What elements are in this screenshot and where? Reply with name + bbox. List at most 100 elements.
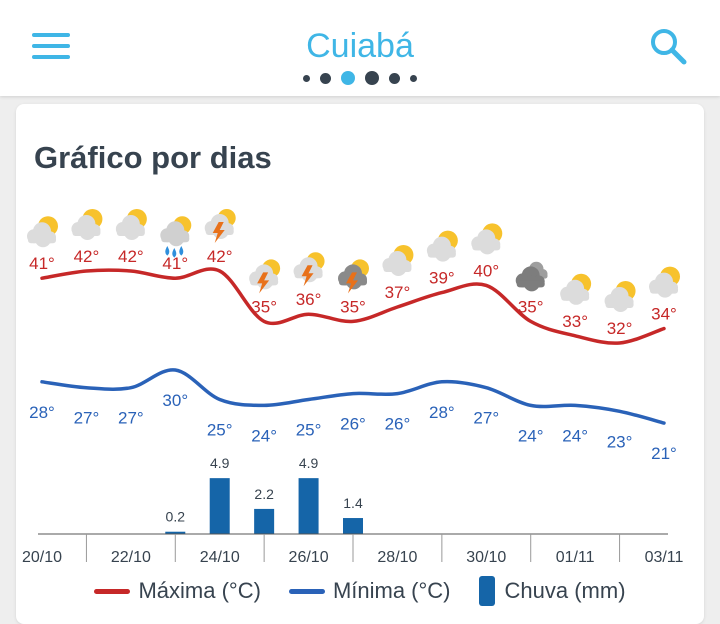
min-temp-label: 25° [207, 421, 233, 440]
hamburger-menu-icon[interactable] [32, 31, 70, 61]
x-tick-label: 03/11 [645, 549, 684, 566]
rain-value-label: 1.4 [343, 495, 363, 511]
max-temp-label: 35° [518, 297, 544, 316]
max-temp-line [40, 267, 666, 345]
x-tick-label: 01/11 [556, 549, 595, 566]
cloud-base [650, 286, 678, 294]
max-temp-label: 42° [74, 247, 100, 266]
page-dot[interactable] [365, 71, 379, 85]
max-temp-label: 37° [385, 283, 411, 302]
thunderstorm-icon [204, 209, 236, 243]
min-temp-label: 27° [74, 409, 100, 428]
partly-cloudy-icon [604, 281, 636, 312]
legend-label: Mínima (°C) [332, 578, 451, 603]
min-temp-label: 23° [607, 432, 633, 451]
overcast-icon [515, 261, 548, 292]
min-temp-label: 24° [562, 426, 588, 445]
min-temp-label: 28° [29, 403, 55, 422]
rain-icon [160, 216, 192, 258]
max-temp-label: 35° [251, 297, 277, 316]
cloud-base [116, 229, 145, 236]
rain-drop [165, 245, 170, 256]
lightning-bolt [257, 272, 270, 294]
legend-line-swatch [94, 588, 131, 594]
page-indicator [0, 71, 720, 87]
min-temp-label: 25° [296, 421, 322, 440]
max-temp-label: 34° [651, 305, 677, 324]
chart-legend: Máxima (°C) Mínima (°C) Chuva (mm) [16, 576, 704, 610]
x-tick-label: 30/10 [466, 549, 506, 566]
rain-bar [165, 531, 186, 534]
cloud-base [28, 236, 56, 244]
max-temp-label: 39° [429, 269, 455, 288]
max-temp-label: 40° [473, 261, 499, 280]
cloud-base [516, 280, 545, 288]
cloud-base [427, 250, 456, 258]
app-header: Cuiabá [0, 0, 720, 96]
cloud-base [605, 301, 634, 308]
x-tick-label: 26/10 [289, 549, 329, 566]
page-dot[interactable] [389, 72, 400, 84]
legend-label: Chuva (mm) [504, 578, 626, 603]
lightning-bolt [346, 272, 358, 294]
x-tick-label: 22/10 [111, 549, 151, 566]
rain-value-label: 2.2 [254, 486, 274, 502]
partly-cloudy-icon [71, 209, 103, 240]
page-dot[interactable] [410, 74, 417, 82]
thunderstorm-icon [249, 259, 281, 294]
legend-label: Máxima (°C) [138, 578, 261, 603]
card-title: Gráfico por dias [34, 140, 272, 175]
rain-bar [209, 478, 230, 534]
rain-value-label: 4.9 [299, 455, 319, 471]
partly-cloudy-icon [426, 230, 458, 262]
max-temp-label: 35° [340, 297, 366, 316]
partly-cloudy-icon [27, 216, 58, 248]
min-temp-label: 27° [118, 409, 144, 428]
lightning-bolt [212, 222, 225, 243]
cloud-base [383, 265, 412, 272]
legend-item: Mínima (°C) [288, 578, 451, 604]
min-temp-label: 27° [473, 409, 499, 428]
daily-chart: 41° 42° 42° 41° 42° 35° 36° 35° 37° 39° 40° 35° 33° 3… [22, 209, 684, 566]
legend-item: Máxima (°C) [94, 578, 261, 604]
rain-value-label: 0.2 [166, 509, 186, 525]
rain-bar [254, 508, 275, 534]
lightning-bolt [301, 265, 314, 287]
max-temp-label: 42° [118, 247, 144, 266]
max-temp-label: 41° [162, 254, 188, 273]
partly-cloudy-icon [115, 209, 147, 240]
min-temp-label: 24° [251, 426, 277, 445]
page-dot[interactable] [303, 74, 310, 82]
partly-cloudy-icon [471, 223, 503, 255]
max-temp-label: 42° [207, 247, 233, 266]
cloud-base [72, 229, 101, 236]
partly-cloudy-icon [649, 266, 680, 298]
min-temp-label: 21° [651, 444, 677, 463]
min-temp-label: 26° [340, 415, 366, 434]
x-tick-label: 24/10 [200, 549, 240, 566]
legend-line-swatch [288, 588, 325, 594]
cloudy-thunderstorm-icon [338, 259, 369, 294]
legend-bar-swatch [478, 576, 495, 606]
cloud-base [561, 293, 590, 301]
rain-value-label: 4.9 [210, 455, 230, 471]
partly-cloudy-icon [560, 273, 592, 305]
min-temp-label: 24° [518, 426, 544, 445]
city-title: Cuiabá [306, 27, 414, 65]
partly-cloudy-icon [382, 245, 414, 276]
rain-bar [343, 518, 363, 534]
rain-drop [179, 245, 184, 256]
daily-chart-card: Gráfico por dias 41° 42° 42° 41° 42° 35° 36° 35… [16, 104, 704, 624]
cloud-base [161, 235, 190, 243]
min-temp-label: 28° [429, 403, 455, 422]
page-dot[interactable] [320, 72, 331, 84]
max-temp-label: 32° [607, 319, 633, 338]
min-temp-label: 26° [385, 415, 411, 434]
max-temp-label: 36° [296, 290, 322, 309]
cloud-base [472, 243, 501, 251]
max-temp-label: 41° [29, 254, 55, 273]
rain-drop [172, 247, 177, 258]
page-dot-active[interactable] [341, 71, 355, 85]
thunderstorm-icon [293, 252, 325, 287]
search-icon[interactable] [648, 26, 688, 66]
